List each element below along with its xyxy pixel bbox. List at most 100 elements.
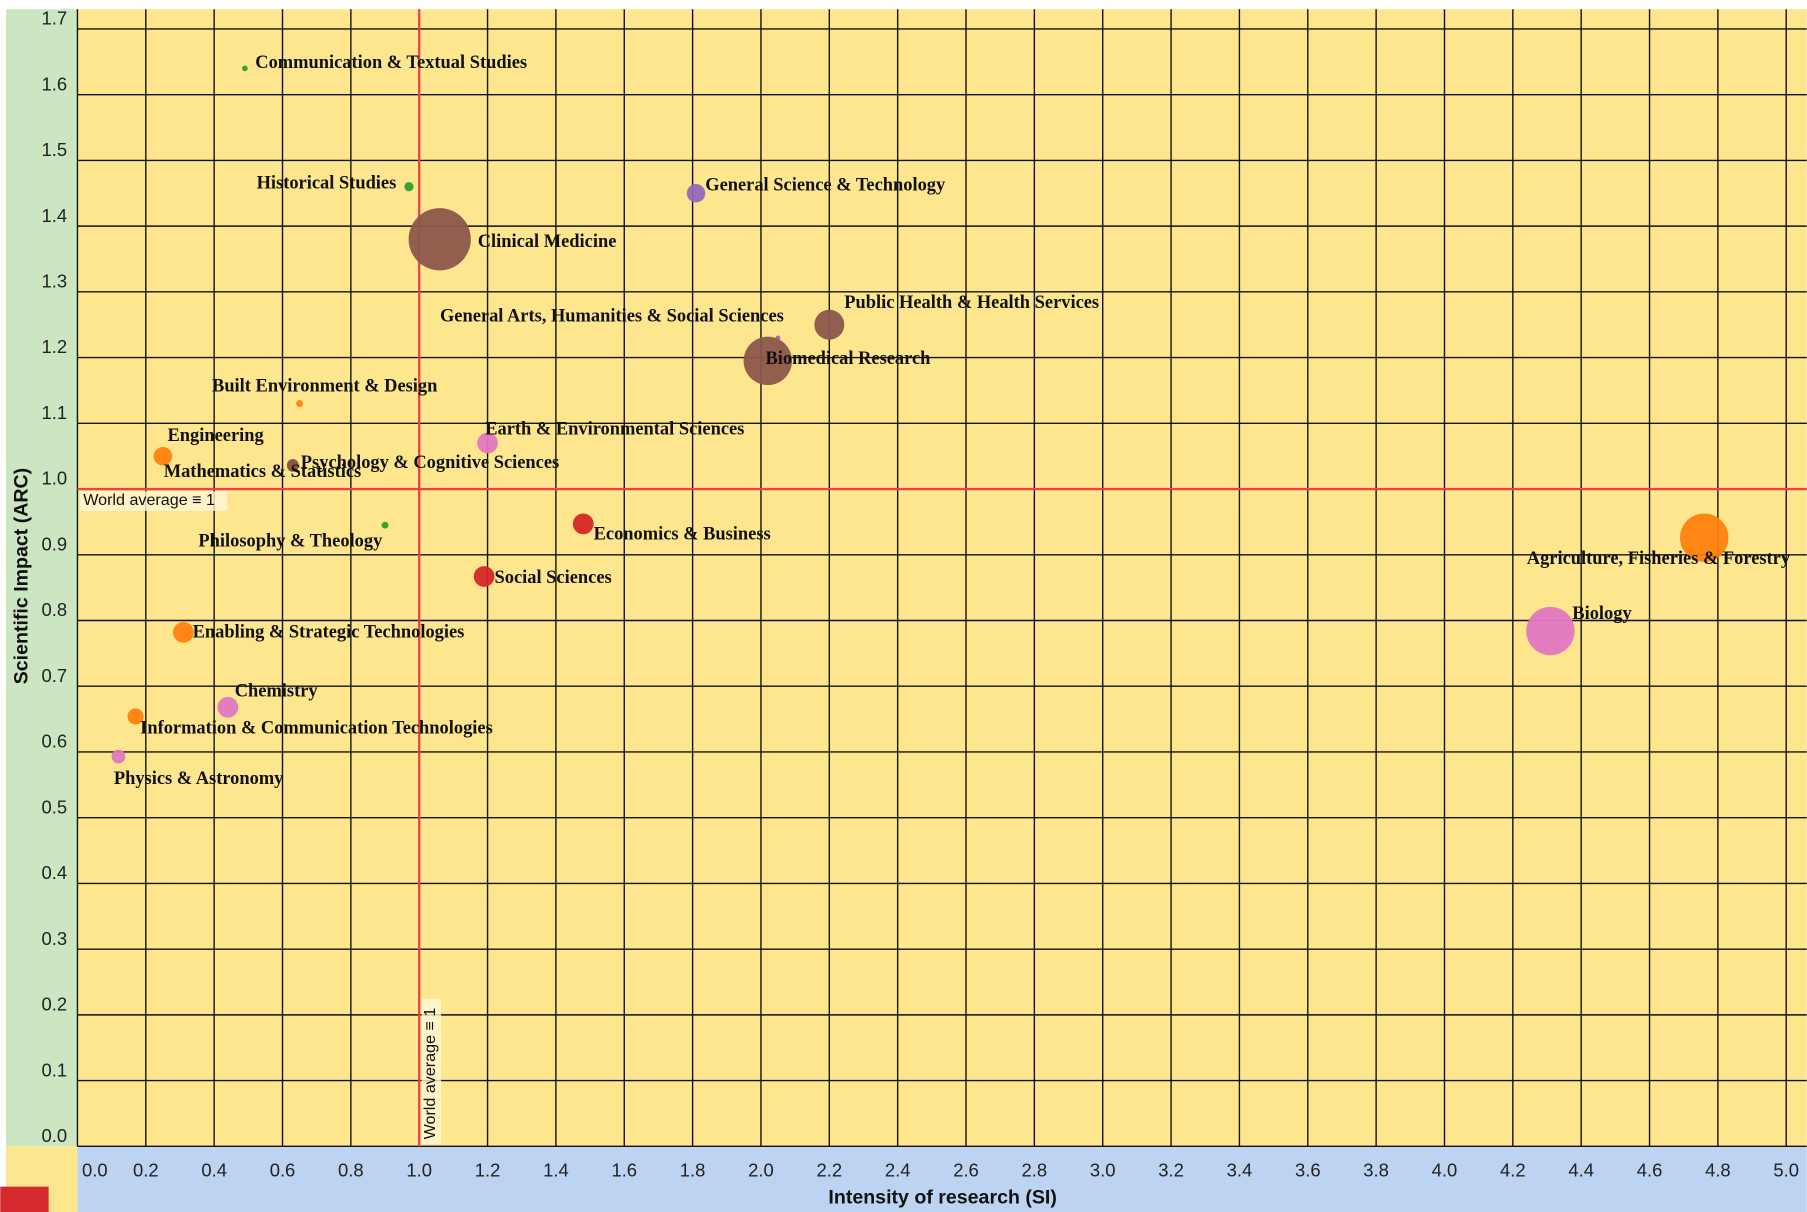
y-tick-label: 1.2 bbox=[41, 336, 67, 357]
point-label: General Arts, Humanities & Social Scienc… bbox=[440, 305, 784, 325]
point-label: Information & Communication Technologies bbox=[140, 717, 493, 737]
x-tick-label: 3.8 bbox=[1363, 1160, 1389, 1181]
corner-badge bbox=[0, 1186, 49, 1212]
bubble bbox=[127, 708, 144, 725]
y-tick-label: 1.7 bbox=[41, 8, 67, 29]
bubble bbox=[1680, 513, 1729, 562]
y-tick-label: 1.4 bbox=[41, 205, 67, 226]
bubble bbox=[686, 184, 706, 203]
bubble bbox=[153, 446, 173, 466]
point-label: Philosophy & Theology bbox=[198, 531, 383, 551]
x-tick-label: 1.2 bbox=[475, 1160, 501, 1181]
y-tick-label: 0.1 bbox=[41, 1059, 67, 1080]
y-tick-label: 0.0 bbox=[41, 1125, 67, 1146]
y-tick-label: 0.3 bbox=[41, 928, 67, 949]
y-axis-band bbox=[6, 9, 78, 1147]
point-label: Biomedical Research bbox=[765, 348, 930, 368]
bubble bbox=[296, 400, 304, 408]
x-tick-label: 0.0 bbox=[82, 1160, 108, 1181]
point-label: Physics & Astronomy bbox=[114, 768, 284, 788]
x-tick-label: 1.4 bbox=[543, 1160, 569, 1181]
x-tick-label: 1.0 bbox=[406, 1160, 432, 1181]
bubble bbox=[743, 336, 792, 386]
point-label: Psychology & Cognitive Sciences bbox=[301, 452, 559, 472]
bubble bbox=[217, 696, 239, 718]
point-label: Earth & Environmental Sciences bbox=[485, 419, 744, 439]
x-tick-label: 1.8 bbox=[680, 1160, 706, 1181]
y-tick-label: 1.3 bbox=[41, 271, 67, 292]
x-tick-label: 0.4 bbox=[201, 1160, 227, 1181]
bubble bbox=[381, 521, 389, 529]
x-axis-band bbox=[77, 1146, 1807, 1212]
x-axis-title: Intensity of research (SI) bbox=[828, 1186, 1056, 1208]
x-tick-label: 5.0 bbox=[1773, 1160, 1799, 1181]
bubble bbox=[408, 208, 471, 271]
reference-label-box bbox=[79, 491, 228, 511]
x-tick-label: 3.6 bbox=[1295, 1160, 1321, 1181]
point-label: Communication & Textual Studies bbox=[255, 52, 527, 72]
y-tick-label: 0.8 bbox=[41, 599, 67, 620]
point-label: Public Health & Health Services bbox=[844, 292, 1099, 312]
y-tick-label: 1.5 bbox=[41, 139, 67, 160]
y-tick-label: 0.5 bbox=[41, 796, 67, 817]
x-tick-label: 4.4 bbox=[1568, 1160, 1594, 1181]
bubble bbox=[814, 309, 845, 340]
point-labels: Communication & Textual Studies Historica… bbox=[114, 52, 1791, 788]
grid bbox=[76, 9, 1807, 1148]
point-label: Mathematics & Statistics bbox=[164, 461, 361, 481]
x-tick-label: 4.6 bbox=[1637, 1160, 1663, 1181]
bubbles bbox=[111, 65, 1729, 764]
x-tick-label: 4.8 bbox=[1705, 1160, 1731, 1181]
x-tick-label: 2.2 bbox=[817, 1160, 843, 1181]
axes: 0.0 0.2 0.4 0.6 0.8 1.0 1.2 1.4 1.6 1.8 2.0 2.2 2.4 2… bbox=[41, 8, 1799, 1181]
y-tick-label: 0.7 bbox=[41, 665, 67, 686]
x-tick-label: 0.8 bbox=[338, 1160, 364, 1181]
reference-lines: World average ≡ 1 World average ≡ 1 bbox=[77, 9, 1807, 1147]
y-tick-label: 1.6 bbox=[41, 73, 67, 94]
bubble bbox=[473, 566, 495, 587]
point-label: Biology bbox=[1572, 603, 1632, 623]
x-tick-label: 2.0 bbox=[748, 1160, 774, 1181]
x-tick-label: 4.2 bbox=[1500, 1160, 1526, 1181]
point-label: Built Environment & Design bbox=[212, 376, 437, 396]
reference-label-box bbox=[421, 998, 442, 1145]
point-label: Economics & Business bbox=[594, 524, 771, 544]
bubble bbox=[286, 458, 299, 471]
point-label: Agriculture, Fisheries & Forestry bbox=[1527, 548, 1791, 568]
point-label: General Science & Technology bbox=[705, 175, 946, 195]
plot-area bbox=[77, 9, 1807, 1147]
x-tick-label: 2.6 bbox=[953, 1160, 979, 1181]
y-tick-label: 0.9 bbox=[41, 533, 67, 554]
y-tick-label: 1.1 bbox=[41, 402, 67, 423]
bubble bbox=[111, 749, 126, 764]
reference-label: World average ≡ 1 bbox=[83, 491, 215, 509]
point-label: Engineering bbox=[167, 425, 264, 445]
bubble bbox=[1526, 606, 1575, 656]
x-tick-label: 2.8 bbox=[1022, 1160, 1048, 1181]
point-label: Chemistry bbox=[235, 681, 319, 701]
point-label: Historical Studies bbox=[257, 173, 397, 193]
bubble bbox=[477, 432, 498, 454]
x-tick-label: 3.4 bbox=[1227, 1160, 1253, 1181]
x-tick-label: 1.6 bbox=[611, 1160, 637, 1181]
bubble bbox=[242, 65, 248, 72]
x-tick-label: 3.0 bbox=[1090, 1160, 1116, 1181]
reference-label: World average ≡ 1 bbox=[421, 1008, 439, 1140]
bubble bbox=[572, 513, 594, 535]
y-tick-label: 0.6 bbox=[41, 731, 67, 752]
x-tick-label: 0.2 bbox=[133, 1160, 159, 1181]
y-tick-label: 0.2 bbox=[41, 994, 67, 1015]
y-axis-title: Scientific Impact (ARC) bbox=[10, 468, 32, 684]
point-label: Clinical Medicine bbox=[478, 231, 617, 251]
bubble bbox=[173, 621, 194, 643]
x-tick-label: 4.0 bbox=[1432, 1160, 1458, 1181]
point-label: Social Sciences bbox=[495, 567, 612, 587]
x-tick-label: 3.2 bbox=[1158, 1160, 1184, 1181]
point-label: Enabling & Strategic Technologies bbox=[193, 622, 465, 642]
y-tick-label: 0.4 bbox=[41, 862, 67, 883]
bubble bbox=[404, 182, 414, 192]
x-tick-label: 2.4 bbox=[885, 1160, 911, 1181]
x-tick-label: 0.6 bbox=[270, 1160, 296, 1181]
y-tick-label: 1.0 bbox=[41, 468, 67, 489]
